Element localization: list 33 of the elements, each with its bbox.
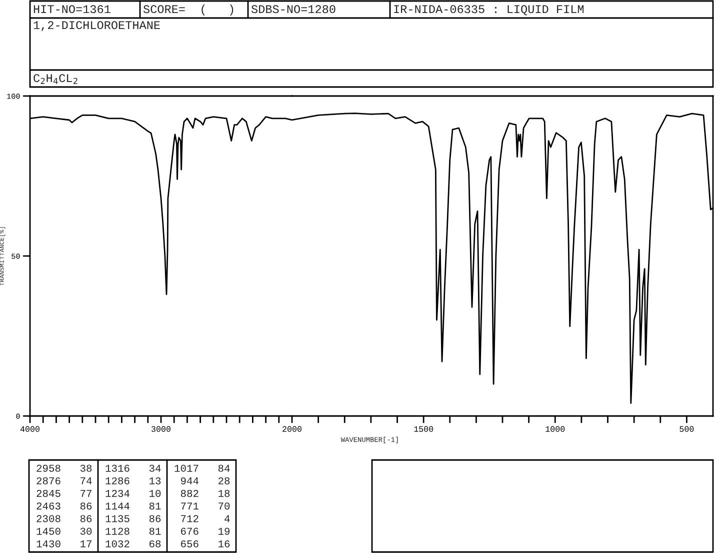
text: SDBS-NO=1280: [251, 5, 336, 14]
text: 1017 84: [174, 464, 230, 472]
text: 2308 86: [36, 515, 92, 522]
chart-subtitle: C$_{2}$H$_{4}$CL$_{2}$: [34, 74, 78, 84]
text: 712 4: [181, 515, 230, 522]
text: IR-NIDA-06335 : LIQUID FILM: [394, 5, 584, 16]
text: 1430 17: [36, 540, 92, 548]
text: 1135 86: [106, 515, 161, 522]
text: 1128 81: [106, 528, 161, 535]
text: 1144 81: [106, 502, 161, 510]
text: 882 18: [180, 490, 230, 497]
text: 656 16: [181, 540, 230, 548]
text: SCORE= ( ): [143, 4, 234, 16]
text: 771 70: [181, 502, 230, 510]
text: 1286 13: [106, 477, 161, 484]
x-tick-label: 2000: [282, 426, 302, 432]
x-tick-label: 1500: [414, 426, 434, 432]
x-tick-label: 3000: [152, 426, 170, 432]
text: 1234 10: [106, 490, 161, 497]
x-tick-label: 1000: [546, 426, 565, 432]
text: HIT-NO=1361: [34, 5, 110, 14]
text: 2845 77: [36, 490, 92, 497]
text: 2958 38: [36, 464, 92, 472]
x-tick-label: 500: [680, 426, 694, 432]
text: 2876 74: [36, 477, 92, 484]
text: 944 28: [180, 477, 230, 484]
text: 676 19: [181, 528, 230, 535]
text: 2463 86: [36, 502, 92, 510]
text: 1316 34: [106, 464, 161, 472]
text: 1450 30: [36, 528, 92, 535]
text: 1032 68: [106, 540, 161, 548]
chart-title: 1,2-DICHLOROETHANE: [34, 21, 160, 32]
x-tick-label: 4000: [20, 426, 40, 432]
